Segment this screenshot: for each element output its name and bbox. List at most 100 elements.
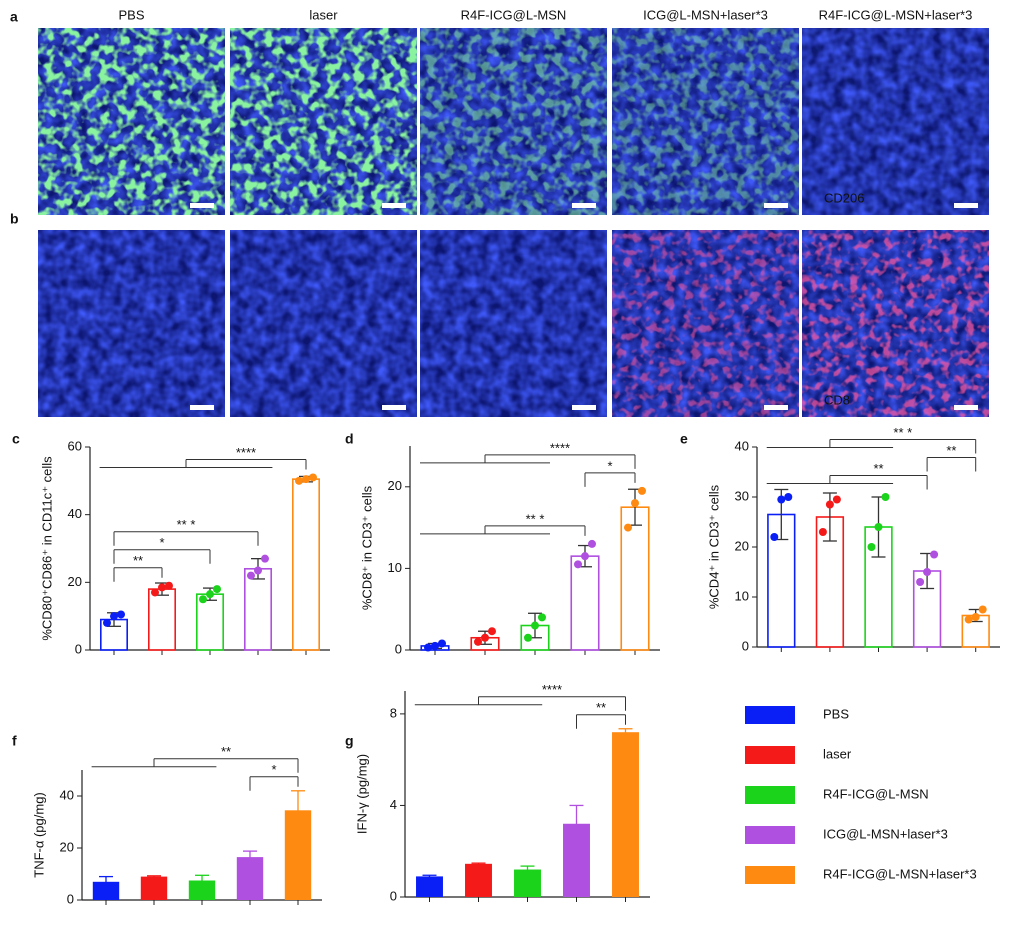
y-tick-label: 0 — [67, 891, 74, 906]
data-point — [930, 550, 939, 559]
data-point — [199, 595, 207, 604]
micrograph — [420, 28, 607, 215]
scale-bar — [764, 405, 788, 410]
panel-label: a — [10, 9, 18, 25]
data-point — [531, 621, 539, 630]
scale-bar — [764, 203, 788, 208]
data-point — [867, 543, 876, 551]
column-title: laser — [309, 7, 338, 22]
data-point — [916, 578, 925, 586]
panel-label: d — [345, 431, 354, 447]
data-point — [438, 639, 446, 648]
data-point — [777, 495, 786, 504]
bar — [148, 588, 177, 651]
scale-bar — [190, 405, 214, 410]
scale-bar — [382, 203, 406, 208]
panel-label: b — [10, 211, 19, 227]
data-point — [474, 637, 482, 646]
data-point — [110, 612, 118, 621]
significance-label: * — [271, 762, 276, 777]
y-tick-label: 30 — [735, 488, 749, 503]
bar — [416, 876, 443, 897]
y-axis-label: %CD80⁺CD86⁺ in CD11c⁺ cells — [39, 456, 54, 641]
legend-label: laser — [823, 746, 852, 761]
data-point — [574, 560, 582, 569]
data-point — [881, 493, 890, 501]
significance-label: **** — [542, 682, 562, 697]
bar — [465, 863, 492, 897]
legend-swatch — [745, 826, 795, 844]
y-tick-label: 20 — [388, 478, 402, 493]
legend-label: R4F-ICG@L-MSN+laser*3 — [823, 866, 977, 881]
significance-label: ** * — [177, 517, 196, 532]
bar — [236, 857, 264, 900]
marker-stain — [38, 28, 225, 215]
data-point — [631, 499, 639, 508]
data-point — [424, 643, 432, 652]
data-point — [165, 581, 173, 590]
legend-label: R4F-ICG@L-MSN — [823, 786, 929, 801]
data-point — [624, 523, 632, 532]
data-point — [302, 475, 310, 484]
nuclei-stain — [420, 230, 607, 417]
data-point — [158, 583, 166, 592]
legend-swatch — [745, 866, 795, 884]
nuclei-stain — [230, 230, 417, 417]
y-tick-label: 40 — [68, 506, 82, 521]
data-point — [978, 605, 987, 614]
data-point — [309, 473, 317, 482]
significance-label: ** — [221, 744, 231, 759]
micrograph — [802, 28, 989, 215]
data-point — [923, 568, 932, 576]
micrograph — [802, 230, 989, 417]
y-tick-label: 20 — [735, 538, 749, 553]
data-point — [261, 554, 269, 563]
micrograph — [612, 230, 799, 417]
micrograph — [420, 230, 607, 417]
significance-label: **** — [236, 445, 256, 460]
bar — [291, 478, 320, 651]
significance-label: * — [607, 458, 612, 473]
significance-label: ** * — [526, 511, 545, 526]
column-title: R4F-ICG@L-MSN+laser*3 — [819, 7, 973, 22]
data-point — [832, 495, 841, 504]
data-point — [538, 613, 546, 622]
y-tick-label: 8 — [390, 705, 397, 720]
micrograph — [230, 230, 417, 417]
panel-label: g — [345, 733, 354, 749]
marker-stain — [230, 28, 417, 215]
significance-label: ** — [946, 443, 956, 458]
y-tick-label: 40 — [60, 787, 74, 802]
panel-label: c — [12, 431, 20, 447]
micrograph — [38, 230, 225, 417]
bar — [244, 567, 273, 651]
y-axis-label: TNF-α (pg/mg) — [31, 792, 46, 878]
scale-bar — [954, 203, 978, 208]
legend-swatch — [745, 786, 795, 804]
data-point — [254, 566, 262, 575]
data-point — [784, 493, 793, 501]
data-point — [103, 618, 111, 627]
legend-label: ICG@L-MSN+laser*3 — [823, 826, 948, 841]
legend-swatch — [745, 706, 795, 724]
data-point — [488, 627, 496, 636]
y-tick-label: 60 — [68, 438, 82, 453]
y-tick-label: 20 — [60, 839, 74, 854]
legend-label: PBS — [823, 706, 849, 721]
micrograph — [612, 28, 799, 215]
marker-stain — [802, 230, 989, 417]
data-point — [588, 539, 596, 548]
data-point — [971, 613, 980, 621]
significance-label: ** — [133, 553, 143, 568]
marker-stain — [420, 28, 607, 215]
scale-bar — [954, 405, 978, 410]
marker-label: CD206 — [824, 190, 864, 205]
data-point — [151, 588, 159, 597]
y-tick-label: 0 — [390, 888, 397, 903]
data-point — [295, 476, 303, 485]
scale-bar — [572, 405, 596, 410]
marker-label: CD8 — [824, 392, 850, 407]
data-point — [206, 590, 214, 599]
marker-stain — [802, 28, 989, 215]
